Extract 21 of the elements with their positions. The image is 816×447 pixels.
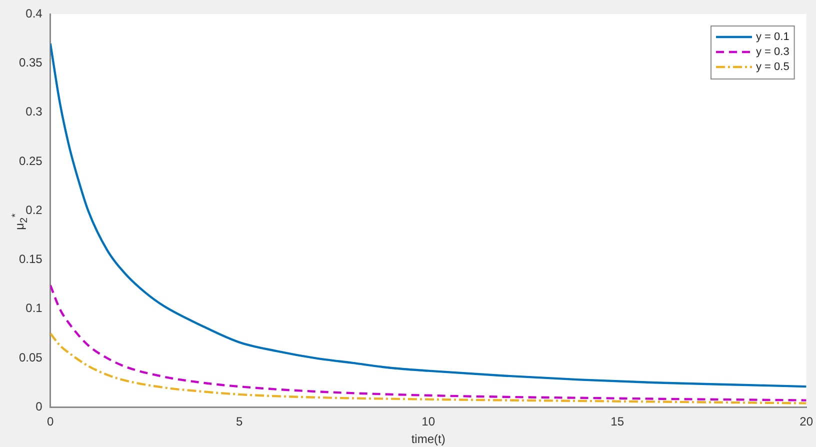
x-tick-label: 15: [610, 414, 624, 429]
y-tick-label: 0.35: [18, 55, 43, 70]
line-series: [50, 332, 806, 404]
y-tick-label: 0.15: [18, 252, 43, 266]
line-series: [50, 284, 806, 402]
y-tick-label: 0.05: [18, 350, 43, 364]
x-tick-label: 0: [47, 414, 54, 429]
y-tick-label: 0.1: [26, 301, 43, 316]
x-tick-label: 5: [236, 414, 244, 429]
y-tick-label: 0.2: [26, 202, 43, 217]
y-tick-label: 0.3: [26, 104, 43, 119]
y-tick-label: 0.25: [18, 154, 43, 168]
line-series: [50, 42, 806, 388]
legend-label: y = 0.5: [756, 61, 790, 74]
x-tick-label: 20: [800, 414, 814, 429]
legend-label: y = 0.1: [756, 31, 790, 44]
x-tick-label: 10: [422, 414, 436, 429]
y-tick-label: 0: [36, 400, 43, 414]
x-axis-title: time(t): [411, 432, 446, 446]
y-tick-label: 0.4: [26, 6, 43, 20]
legend-label: y = 0.3: [756, 46, 790, 58]
